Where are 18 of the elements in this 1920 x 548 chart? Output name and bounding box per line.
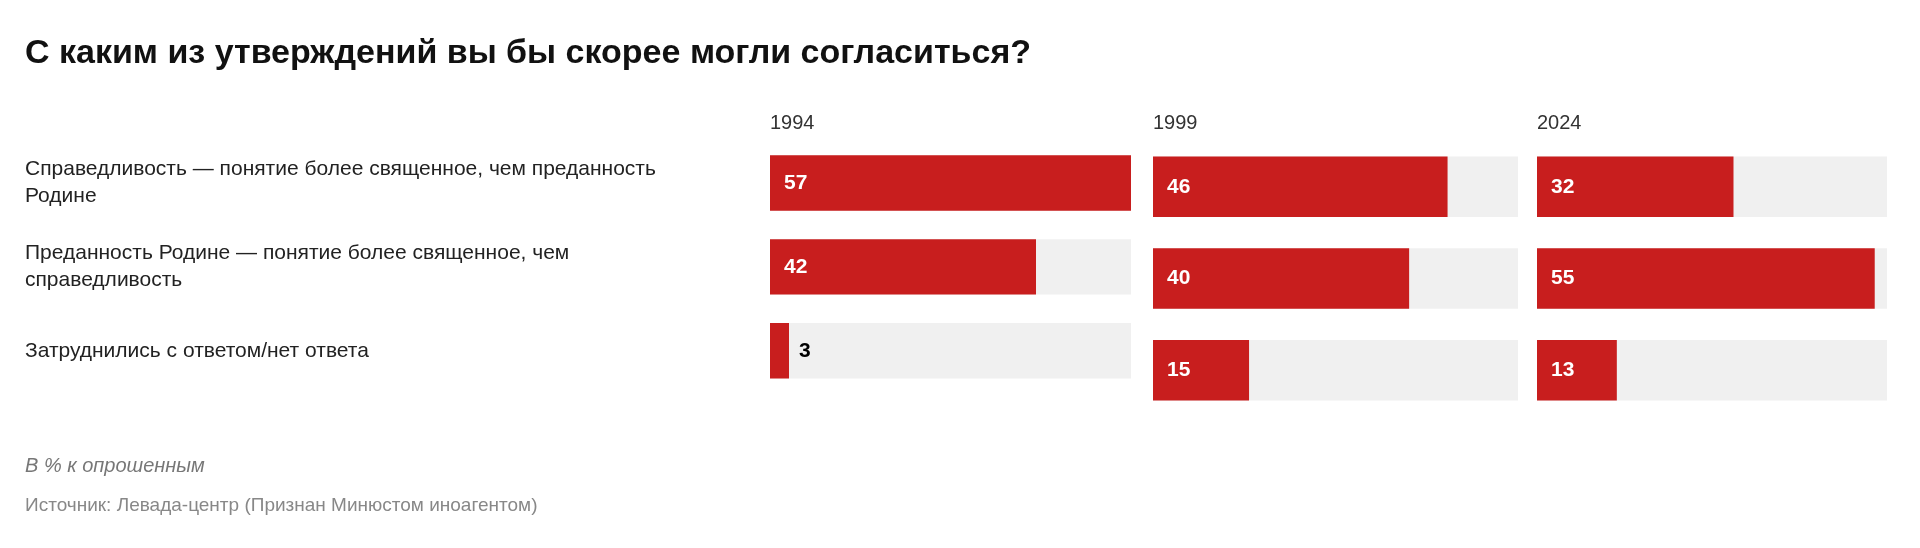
data-label: 46 bbox=[1167, 173, 1191, 197]
data-label: 32 bbox=[1551, 173, 1575, 197]
data-label: 15 bbox=[1167, 356, 1191, 380]
data-label: 57 bbox=[784, 169, 808, 193]
data-label: 55 bbox=[1551, 265, 1575, 289]
data-label: 40 bbox=[1167, 265, 1191, 289]
data-label: 3 bbox=[799, 337, 811, 361]
y-tick-label: Затруднились с ответом/нет ответа bbox=[25, 337, 370, 361]
chart-title: 1994 bbox=[770, 110, 815, 133]
text: Источник: Левада-центр (Признан Минюстом иноагентом) bbox=[25, 494, 538, 516]
text: С каким из утверждений вы бы скорее могли согласиться? bbox=[25, 32, 1031, 71]
chart-title: 1999 bbox=[1153, 110, 1198, 133]
y-tick-label: Справедливость — понятие более священное, чем преданность Родине bbox=[25, 156, 656, 207]
y-tick-label: Преданность Родине — понятие более священное, чем справедливость bbox=[25, 240, 570, 291]
data-label: 42 bbox=[784, 253, 808, 277]
chart-title: 2024 bbox=[1537, 110, 1582, 133]
text: В % к опрошенным bbox=[25, 454, 205, 477]
data-label: 13 bbox=[1551, 356, 1575, 380]
